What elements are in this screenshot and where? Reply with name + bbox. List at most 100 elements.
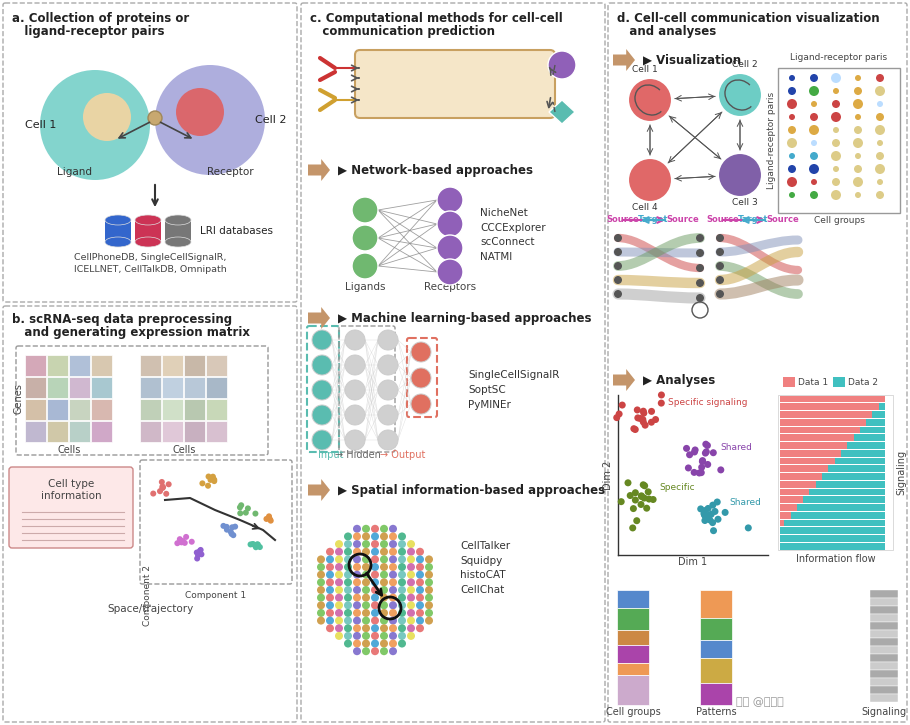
Circle shape [789, 114, 795, 120]
Circle shape [699, 458, 706, 465]
Circle shape [378, 355, 398, 375]
Bar [47, 421, 68, 442]
Circle shape [708, 510, 714, 518]
Circle shape [353, 540, 361, 548]
Bar [25, 399, 46, 420]
Circle shape [636, 415, 643, 422]
Circle shape [326, 616, 334, 625]
Bar [804, 496, 885, 503]
Circle shape [257, 544, 263, 550]
Circle shape [160, 484, 166, 490]
Circle shape [638, 492, 645, 500]
Circle shape [398, 624, 406, 632]
Bar [47, 399, 68, 420]
Bar [870, 622, 898, 630]
Bar [780, 434, 854, 441]
Circle shape [633, 517, 641, 524]
Circle shape [176, 88, 224, 136]
Circle shape [224, 526, 230, 533]
Circle shape [407, 540, 415, 548]
Text: Cell 4: Cell 4 [632, 203, 658, 212]
Circle shape [809, 164, 819, 174]
Circle shape [371, 555, 379, 563]
Circle shape [210, 473, 216, 480]
Circle shape [353, 548, 361, 556]
Circle shape [317, 563, 325, 571]
Bar [780, 527, 885, 534]
Bar [140, 355, 161, 376]
FancyBboxPatch shape [9, 467, 133, 548]
Circle shape [380, 639, 388, 647]
Circle shape [266, 515, 272, 521]
Circle shape [371, 548, 379, 556]
Bar [828, 465, 885, 472]
Circle shape [155, 65, 265, 175]
Text: Dim 2: Dim 2 [603, 460, 613, 489]
Text: Target: Target [738, 215, 768, 224]
Circle shape [875, 86, 885, 96]
Circle shape [353, 601, 361, 609]
Circle shape [411, 394, 431, 414]
Circle shape [702, 450, 709, 457]
Circle shape [425, 616, 433, 625]
Circle shape [317, 609, 325, 617]
Circle shape [353, 563, 361, 571]
Bar [184, 355, 205, 376]
Circle shape [650, 496, 657, 503]
Circle shape [624, 479, 632, 486]
Circle shape [437, 259, 463, 285]
Circle shape [398, 616, 406, 625]
Bar [700, 683, 732, 705]
Circle shape [853, 177, 863, 187]
Circle shape [224, 524, 229, 530]
Circle shape [389, 540, 397, 548]
Circle shape [722, 509, 729, 516]
Circle shape [371, 624, 379, 632]
Circle shape [199, 481, 206, 486]
Circle shape [371, 532, 379, 540]
Text: Ligand-receptor paris: Ligand-receptor paris [791, 53, 887, 62]
Circle shape [371, 525, 379, 533]
Circle shape [353, 639, 361, 647]
Text: Specific: Specific [659, 483, 694, 492]
Circle shape [344, 555, 352, 563]
Circle shape [614, 262, 622, 270]
Circle shape [702, 517, 708, 524]
Circle shape [353, 624, 361, 632]
Circle shape [789, 192, 795, 198]
Circle shape [416, 571, 424, 579]
Text: Cells: Cells [57, 445, 81, 455]
Circle shape [614, 234, 622, 242]
Polygon shape [613, 49, 635, 71]
Circle shape [380, 579, 388, 587]
Circle shape [810, 113, 818, 121]
Circle shape [632, 426, 639, 433]
Circle shape [148, 111, 162, 125]
Circle shape [788, 87, 796, 95]
Bar [69, 399, 90, 420]
Circle shape [344, 624, 352, 632]
Bar [870, 614, 898, 622]
Circle shape [345, 355, 365, 375]
Circle shape [389, 647, 397, 655]
Bar [617, 663, 649, 675]
Text: Signaling: Signaling [862, 707, 906, 717]
Bar [833, 377, 845, 387]
Circle shape [407, 609, 415, 617]
Circle shape [833, 127, 839, 133]
Circle shape [425, 601, 433, 609]
Circle shape [352, 197, 378, 223]
Bar [162, 399, 183, 420]
Bar [47, 355, 68, 376]
Circle shape [198, 551, 205, 558]
Text: Data 2: Data 2 [848, 378, 878, 386]
Circle shape [206, 473, 211, 479]
Circle shape [398, 540, 406, 548]
Text: Source: Source [766, 215, 799, 224]
Bar [854, 434, 885, 441]
Text: Ligand-receptor paris: Ligand-receptor paris [767, 92, 776, 189]
Circle shape [416, 563, 424, 571]
Circle shape [255, 542, 261, 547]
Bar [91, 355, 112, 376]
Circle shape [638, 493, 645, 500]
